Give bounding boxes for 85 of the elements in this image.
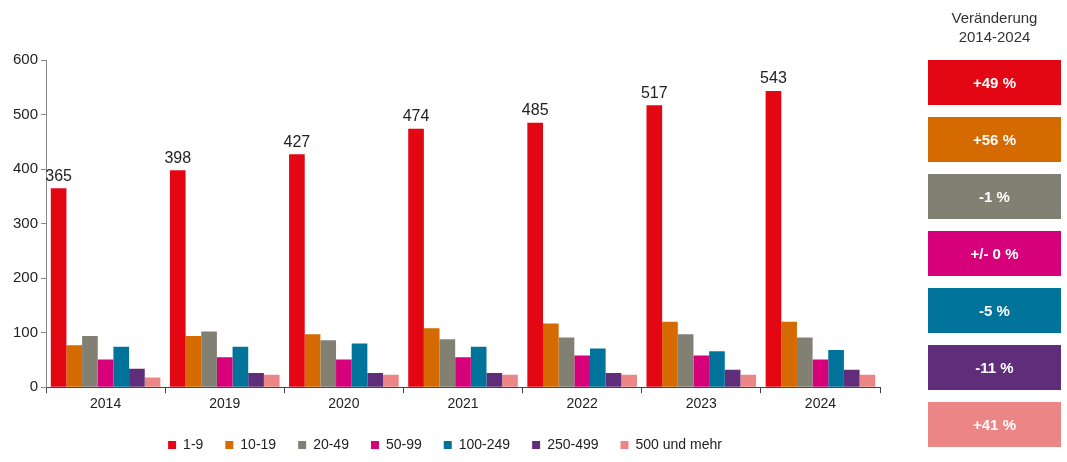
bar (859, 374, 876, 387)
bar (646, 105, 663, 387)
bar (724, 369, 741, 387)
bar (470, 346, 487, 387)
x-tick-label: 2024 (804, 395, 837, 412)
bar (320, 340, 337, 387)
legend-label: 500 und mehr (635, 435, 723, 452)
data-label: 427 (283, 132, 311, 150)
y-tick-label: 0 (29, 377, 39, 395)
bar (558, 337, 575, 387)
bar (740, 374, 757, 387)
bar (232, 346, 249, 387)
text: +41 % (928, 402, 1061, 447)
text: -11 % (928, 345, 1061, 390)
y-tick-label: 300 (13, 213, 39, 231)
text: -5 % (928, 288, 1061, 333)
bar (263, 374, 280, 387)
text: Veränderung 2014-2024 (950, 8, 1039, 47)
text: +/- 0 % (928, 231, 1061, 276)
bar (144, 377, 161, 387)
bar (543, 323, 559, 387)
bar (82, 335, 98, 387)
text: +49 % (928, 60, 1061, 105)
bar (765, 91, 782, 387)
bar (527, 122, 544, 387)
legend-label: 100-249 (458, 435, 511, 452)
y-tick-label: 500 (13, 104, 39, 122)
x-tick-label: 2022 (566, 395, 598, 412)
bar (50, 188, 67, 387)
bar (216, 357, 233, 387)
bar (289, 154, 305, 387)
x-tick-label: 2019 (209, 395, 241, 412)
bar (843, 369, 860, 387)
bar (439, 339, 456, 387)
bar (336, 359, 352, 387)
y-tick-label: 200 (13, 268, 39, 286)
bar (383, 374, 399, 387)
bar (408, 128, 424, 387)
legend-label: 20-49 (313, 435, 350, 452)
y-tick-label: 100 (13, 322, 39, 340)
x-tick-label: 2021 (447, 395, 479, 412)
bar (129, 368, 145, 387)
data-label: 365 (45, 166, 73, 184)
bar (574, 355, 590, 387)
bar (455, 357, 471, 387)
bar (113, 346, 130, 387)
bar (796, 337, 813, 387)
bar (248, 373, 264, 387)
text: +56 % (928, 117, 1061, 162)
data-label: 543 (760, 69, 787, 87)
bar (662, 321, 678, 387)
data-label: 398 (164, 148, 192, 166)
bar (66, 345, 83, 387)
bar (693, 355, 710, 387)
bar (367, 373, 384, 387)
bar (304, 334, 321, 387)
legend-label: 250-499 (547, 435, 599, 452)
legend-label: 1-9 (183, 435, 204, 452)
legend-label: 10-19 (240, 435, 277, 452)
legend-label: 50-99 (385, 435, 422, 452)
x-tick-label: 2020 (328, 395, 360, 412)
bar (351, 343, 368, 387)
bar (97, 359, 114, 387)
x-tick-label: 2023 (685, 395, 718, 412)
bar (486, 373, 503, 387)
y-tick-label: 600 (13, 50, 39, 68)
bar (621, 374, 637, 387)
data-label: 474 (402, 107, 430, 125)
bar (185, 335, 202, 387)
bar (781, 321, 797, 387)
bar (423, 328, 440, 387)
bar (709, 351, 725, 387)
data-label: 485 (521, 101, 549, 119)
text: -1 % (928, 174, 1061, 219)
bar (589, 348, 606, 387)
bar (605, 373, 622, 387)
bar (677, 334, 694, 387)
bar (502, 374, 518, 387)
data-label: 517 (640, 83, 668, 101)
bar (201, 331, 217, 387)
bar (812, 359, 829, 387)
bar (828, 350, 844, 387)
bar (169, 170, 186, 387)
x-tick-label: 2014 (90, 395, 122, 412)
y-tick-label: 400 (13, 159, 39, 177)
